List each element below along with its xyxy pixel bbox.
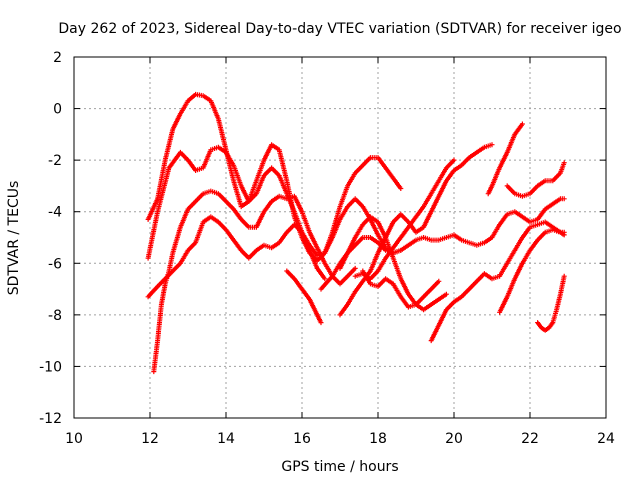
series-layer [145,91,567,375]
x-tick-label: 22 [521,431,539,447]
series-trace-3 [145,196,404,300]
series-plus-markers [284,268,324,326]
y-tick-label: -12 [39,411,62,427]
x-tick-label: 12 [141,431,159,447]
series-plus-markers [485,121,525,197]
series-trace-11 [428,219,567,344]
series-trace-12 [497,227,567,315]
y-tick-label: -4 [48,205,62,221]
y-tick-label: 2 [53,50,62,66]
series-plus-markers [504,160,567,199]
series-trace-15 [535,273,567,333]
series-plus-markers [145,196,404,300]
x-axis-label: GPS time / hours [281,459,398,475]
series-trace-9 [360,268,442,310]
series-plus-markers [535,273,567,333]
chart-title: Day 262 of 2023, Sidereal Day-to-day VTE… [58,21,621,37]
x-tick-label: 10 [65,431,83,447]
series-plus-markers [497,227,567,315]
plot-frame [73,56,607,419]
series-trace-4 [151,188,358,375]
series-trace-14 [504,160,567,199]
series-plus-markers [428,219,567,344]
y-tick-label: -6 [48,256,62,272]
x-tick-label: 20 [445,431,463,447]
y-axis-label: SDTVAR / TECUs [6,181,22,296]
series-plus-markers [360,268,442,310]
x-tick-label: 24 [597,431,615,447]
y-tick-label: -2 [48,153,62,169]
y-tick-label: -8 [48,308,62,324]
series-plus-markers [151,188,358,375]
x-tick-label: 14 [217,431,235,447]
series-trace-10 [337,214,449,313]
y-tick-label: -10 [39,359,62,375]
y-tick-label: 0 [53,102,62,118]
series-plus-markers [337,214,449,313]
series-trace-5 [284,268,324,326]
series-trace-13 [485,121,525,197]
x-tick-label: 16 [293,431,311,447]
x-tick-label: 18 [369,431,387,447]
